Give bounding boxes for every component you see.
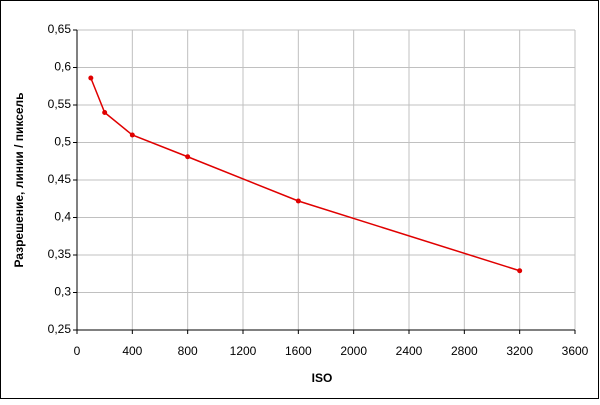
x-tick-label: 1200 [230, 344, 257, 358]
y-tick-label: 0,25 [48, 322, 72, 336]
y-tick-label: 0,45 [48, 172, 72, 186]
data-point [295, 198, 301, 204]
data-line [90, 77, 520, 272]
data-point [129, 132, 135, 138]
data-point [102, 110, 108, 115]
x-tick-label: 3600 [562, 344, 589, 358]
data-point [185, 154, 191, 160]
y-tick-label: 0,6 [54, 60, 71, 74]
x-tick-label: 0 [74, 344, 81, 358]
x-tick-label: 800 [178, 344, 198, 358]
y-tick-label: 0,55 [48, 97, 72, 111]
y-tick-label: 0,35 [48, 247, 72, 261]
x-axis-label: ISO [312, 371, 333, 385]
y-tick-label: 0,3 [54, 285, 71, 299]
y-axis-label: Разрешение, линии / пиксель [12, 92, 26, 267]
x-tick-label: 3200 [506, 344, 533, 358]
x-tick-label: 2400 [396, 344, 423, 358]
y-tick-label: 0,5 [54, 135, 71, 149]
x-tick-label: 400 [122, 344, 142, 358]
data-point [517, 268, 523, 274]
data-point [88, 75, 94, 81]
x-tick-label: 1600 [285, 344, 312, 358]
x-tick-label: 2000 [340, 344, 367, 358]
y-tick-label: 0,65 [48, 22, 72, 36]
x-tick-label: 2800 [451, 344, 478, 358]
y-tick-label: 0,4 [54, 210, 71, 224]
